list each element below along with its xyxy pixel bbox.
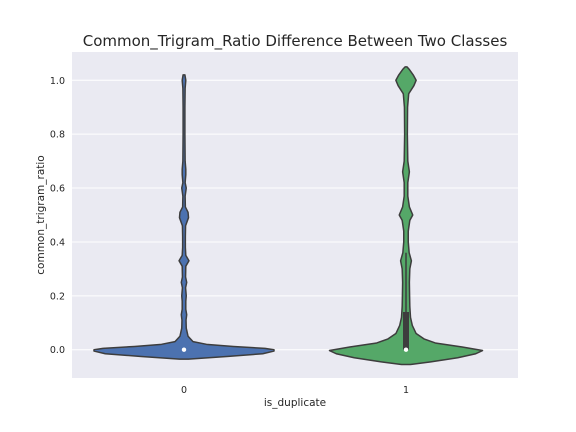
y-axis-label: common_trigram_ratio — [35, 155, 47, 274]
x-tick-label: 1 — [403, 385, 409, 396]
y-tick-label: 0.4 — [50, 237, 65, 248]
x-tick-label: 0 — [181, 385, 187, 396]
violin-body-0 — [93, 74, 275, 360]
plot-background — [72, 52, 518, 378]
y-tick-label: 0.0 — [50, 345, 65, 356]
median-point-1 — [403, 347, 409, 352]
y-tick-label: 0.2 — [50, 291, 65, 302]
x-axis-label: is_duplicate — [264, 397, 326, 409]
y-tick-labels: 0.0 0.2 0.4 0.6 0.8 1.0 — [50, 76, 65, 356]
violins — [93, 66, 484, 366]
iqr-box-1 — [403, 311, 409, 350]
median-point-0 — [181, 347, 187, 352]
y-tick-label: 0.6 — [50, 184, 65, 195]
chart-title: Common_Trigram_Ratio Difference Between … — [83, 32, 508, 51]
violin-body-1 — [328, 66, 484, 366]
y-tick-label: 1.0 — [50, 76, 65, 87]
y-tick-label: 0.8 — [50, 130, 65, 141]
